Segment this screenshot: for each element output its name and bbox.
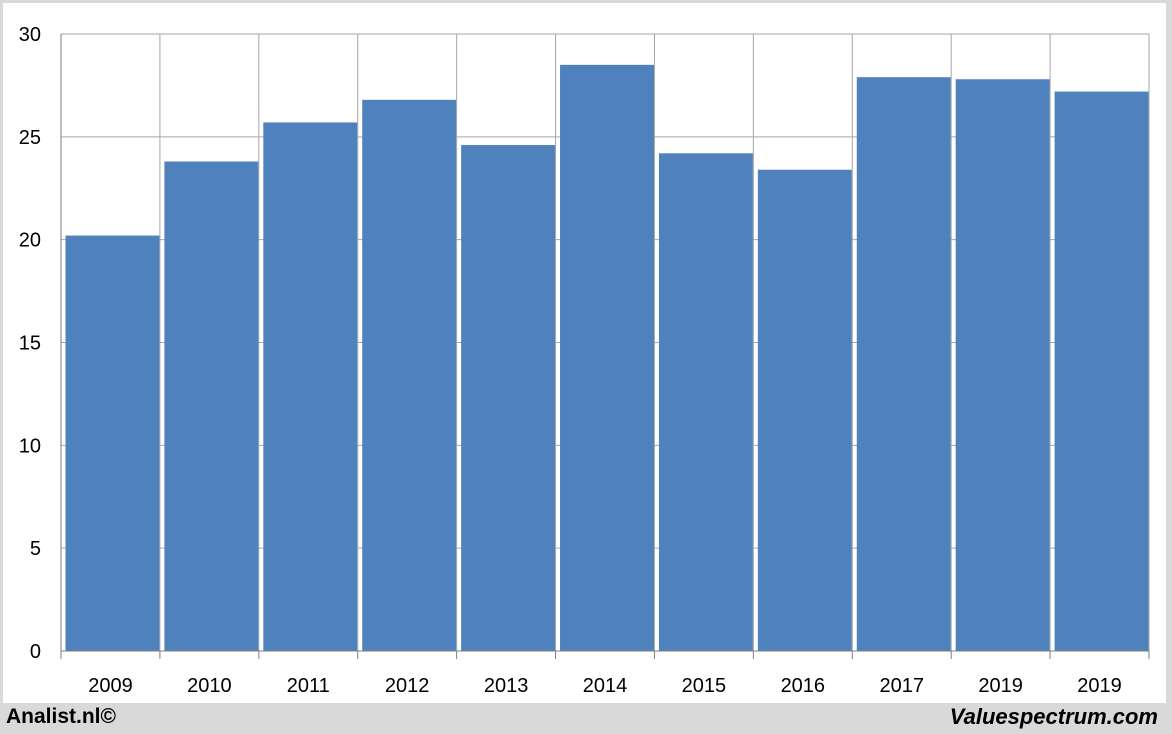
x-tick-label: 2014 [583, 675, 628, 697]
x-tick-label: 2013 [484, 675, 529, 697]
footer-brand-left: Analist.nl© [6, 705, 116, 728]
y-tick-label: 0 [30, 641, 41, 663]
y-tick-label: 15 [19, 333, 41, 355]
bar [461, 145, 556, 651]
bar [757, 169, 852, 652]
bar [164, 161, 259, 651]
bar [65, 235, 160, 651]
y-tick-label: 5 [30, 538, 41, 560]
bar [560, 64, 654, 652]
bar [658, 153, 753, 651]
x-tick-label: 2011 [287, 675, 330, 697]
y-tick-label: 10 [19, 435, 41, 457]
bar [955, 79, 1050, 652]
x-tick-label: 2016 [781, 675, 826, 697]
y-tick-label: 20 [19, 230, 41, 252]
x-tick-label: 2019 [978, 675, 1023, 697]
x-tick-label: 2010 [187, 675, 232, 697]
x-tick-label: 2019 [1077, 675, 1122, 697]
footer-brand-right: Valuespectrum.com [949, 704, 1158, 729]
bar [1054, 91, 1149, 651]
x-tick-label: 2015 [682, 675, 727, 697]
y-tick-label: 25 [19, 127, 41, 149]
x-tick-label: 2017 [879, 675, 924, 697]
bar [263, 122, 358, 652]
bar [856, 77, 951, 651]
y-tick-label: 30 [19, 24, 41, 46]
x-tick-label: 2009 [88, 675, 133, 697]
bar [362, 99, 457, 651]
x-tick-label: 2012 [385, 675, 430, 697]
